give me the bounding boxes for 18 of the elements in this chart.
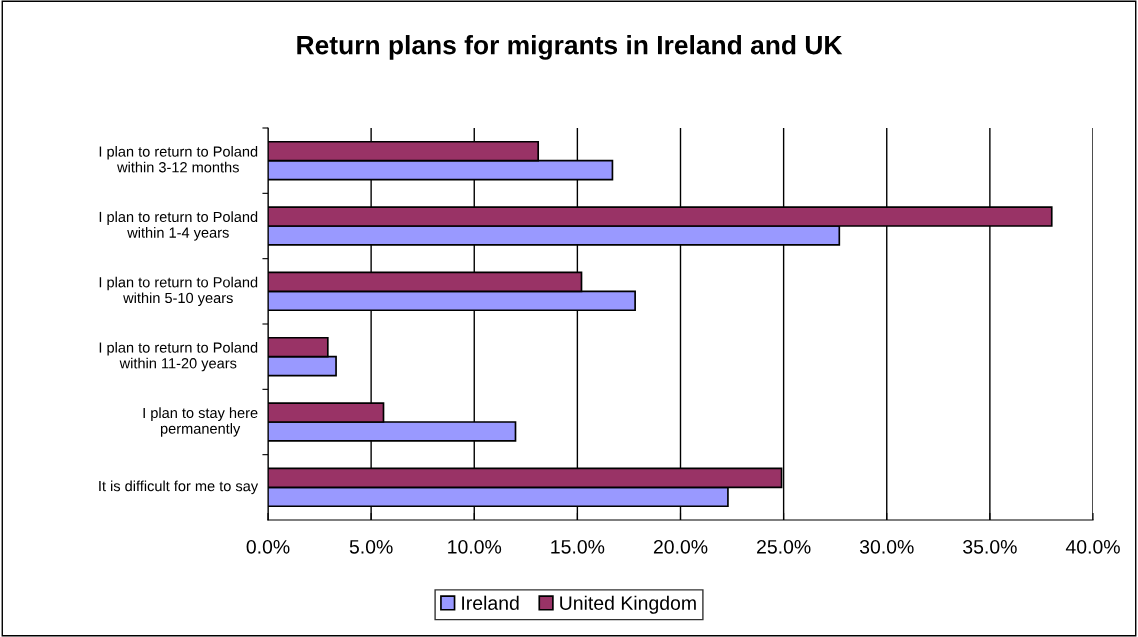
x-tick-label: 35.0% [963,539,1017,554]
y-tick-label: I plan to stay here permanently [143,407,258,437]
x-tick-label: 20.0% [653,539,708,554]
y-tick-label: I plan to return to Poland within 5-10 years [99,276,258,306]
x-tick-label: 40.0% [1065,539,1120,554]
y-tick-label: I plan to return to Poland within 11-20 years [99,342,258,372]
x-tick-label: 25.0% [757,539,811,554]
chart-title: Return plans for migrants in Ireland and UK [297,35,843,60]
y-tick-label: I plan to return to Poland within 1-4 years [99,211,258,241]
y-tick-label: It is difficult for me to say [99,480,259,495]
x-tick-label: 30.0% [859,539,914,554]
x-tick-label: 5.0% [349,539,393,554]
x-tick-label: 10.0% [448,539,502,554]
y-tick-label: I plan to return to Poland within 3-12 months [99,146,258,173]
legend-label: United Kingdom [560,595,696,614]
legend-label: Ireland [462,595,519,610]
x-tick-label: 15.0% [551,539,605,554]
x-tick-label: 0.0% [246,539,290,554]
